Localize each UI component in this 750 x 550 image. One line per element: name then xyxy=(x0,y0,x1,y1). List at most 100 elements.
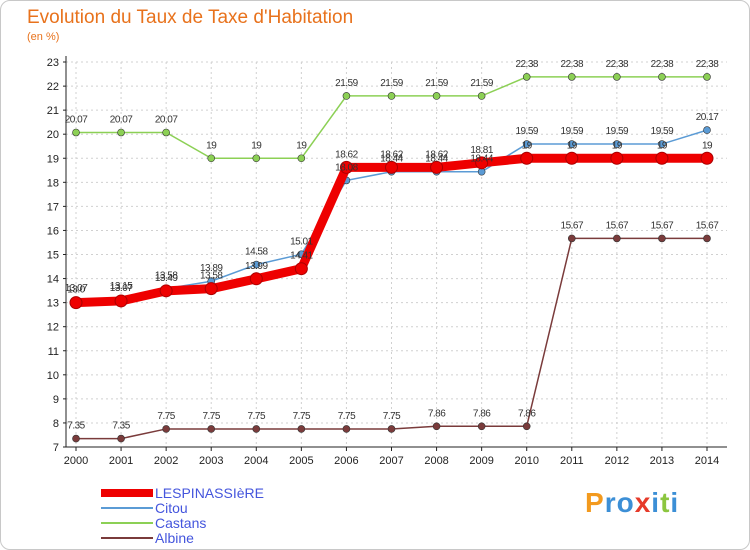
data-label-citou: 19.59 xyxy=(515,126,538,137)
point-castans xyxy=(387,92,396,100)
x-tick-label: 2013 xyxy=(650,455,674,467)
point-lespinassire xyxy=(700,151,714,165)
legend-item-citou: Citou xyxy=(101,499,264,516)
point-albine xyxy=(567,234,576,243)
data-label-citou: 20.17 xyxy=(696,112,719,123)
data-label-citou: 15.01 xyxy=(290,236,313,247)
data-label-citou: 18.08 xyxy=(335,162,358,173)
y-tick-label: 10 xyxy=(47,370,59,382)
data-label-castans: 19 xyxy=(296,140,307,151)
data-label-lespinassire: 13.99 xyxy=(245,261,268,272)
data-label-castans: 19 xyxy=(251,140,262,151)
point-albine xyxy=(207,425,216,433)
x-tick-label: 2011 xyxy=(560,455,584,467)
point-castans xyxy=(567,73,576,81)
data-label-lespinassire: 13.07 xyxy=(110,283,133,294)
point-citou xyxy=(703,126,711,134)
y-tick-label: 9 xyxy=(53,394,59,406)
data-label-castans: 22.38 xyxy=(515,59,538,70)
x-tick-label: 2007 xyxy=(379,455,403,467)
data-label-citou: 18.44 xyxy=(380,154,403,165)
point-albine xyxy=(387,425,396,433)
data-label-albine: 15.67 xyxy=(651,220,674,231)
logo-letter: x xyxy=(634,487,652,518)
data-label-albine: 7.35 xyxy=(67,421,85,432)
data-label-citou: 18.44 xyxy=(425,154,448,165)
data-label-citou: 13.58 xyxy=(155,271,178,282)
legend-label: LESPINASSIèRE xyxy=(155,484,264,501)
point-albine xyxy=(162,425,170,433)
point-lespinassire xyxy=(565,151,579,165)
x-tick-label: 2003 xyxy=(199,455,223,467)
logo-letter: i xyxy=(651,487,661,518)
data-label-albine: 7.75 xyxy=(202,411,220,422)
data-label-lespinassire: 19 xyxy=(567,140,578,151)
point-lespinassire xyxy=(655,151,669,165)
point-castans xyxy=(72,128,80,137)
legend-label: Castans xyxy=(155,514,207,531)
point-castans xyxy=(117,128,125,137)
y-tick-label: 7 xyxy=(53,442,59,454)
point-lespinassire xyxy=(69,296,83,310)
point-citou xyxy=(567,140,576,148)
data-label-lespinassire: 18.81 xyxy=(470,145,493,156)
point-citou xyxy=(522,140,531,148)
y-tick-label: 11 xyxy=(48,346,59,358)
y-tick-label: 23 xyxy=(47,57,59,69)
y-tick-label: 17 xyxy=(47,201,59,213)
point-albine xyxy=(703,234,711,243)
x-tick-label: 2009 xyxy=(469,455,493,467)
data-label-castans: 22.38 xyxy=(696,59,719,70)
legend-label: Albine xyxy=(155,529,194,546)
point-albine xyxy=(522,422,531,431)
point-albine xyxy=(432,422,441,431)
data-label-lespinassire: 18.62 xyxy=(335,149,358,160)
chart-unit: (en %) xyxy=(27,31,60,43)
data-label-albine: 7.86 xyxy=(473,408,491,419)
data-label-albine: 7.75 xyxy=(248,411,266,422)
point-lespinassire xyxy=(249,272,263,286)
data-label-castans: 21.59 xyxy=(380,78,403,89)
point-castans xyxy=(432,92,441,100)
y-tick-label: 14 xyxy=(47,274,59,286)
legend-swatch xyxy=(101,506,153,509)
data-label-lespinassire: 19 xyxy=(522,140,533,151)
data-label-castans: 21.59 xyxy=(335,78,358,89)
point-castans xyxy=(162,128,170,137)
point-albine xyxy=(72,434,80,443)
data-label-lespinassire: 13.49 xyxy=(155,273,178,284)
data-label-castans: 22.38 xyxy=(606,59,629,70)
data-label-lespinassire: 13.0 xyxy=(67,285,85,296)
data-label-citou: 13.07 xyxy=(65,283,88,294)
point-lespinassire xyxy=(294,262,308,276)
data-label-citou: 13.15 xyxy=(110,281,133,292)
point-lespinassire xyxy=(385,160,398,174)
data-label-lespinassire: 13.58 xyxy=(200,271,223,282)
y-tick-label: 22 xyxy=(47,81,59,93)
y-tick-label: 18 xyxy=(47,177,59,189)
y-tick-label: 15 xyxy=(47,250,59,262)
data-label-lespinassire: 19 xyxy=(657,140,668,151)
data-label-citou: 13.89 xyxy=(200,263,223,274)
point-lespinassire xyxy=(114,294,128,308)
legend-item-castans: Castans xyxy=(101,514,264,531)
data-label-citou: 14.58 xyxy=(245,247,268,258)
y-tick-label: 19 xyxy=(47,153,59,165)
data-label-albine: 7.75 xyxy=(157,411,175,422)
legend-label: Citou xyxy=(155,499,188,516)
data-label-albine: 15.67 xyxy=(606,220,629,231)
y-tick-label: 20 xyxy=(47,129,59,141)
point-lespinassire xyxy=(339,160,353,174)
point-castans xyxy=(703,73,711,81)
x-tick-label: 2012 xyxy=(605,455,629,467)
data-label-albine: 7.86 xyxy=(428,408,446,419)
x-tick-label: 2010 xyxy=(514,455,538,467)
data-label-citou: 19.59 xyxy=(606,126,629,137)
x-tick-label: 2004 xyxy=(244,455,268,467)
data-label-castans: 20.07 xyxy=(65,115,88,126)
data-label-citou: 19.59 xyxy=(651,126,674,137)
data-label-lespinassire: 14.41 xyxy=(290,251,313,262)
logo-letter: o xyxy=(616,487,635,518)
chart-title: Evolution du Taux de Taxe d'Habitation xyxy=(27,7,354,28)
point-lespinassire xyxy=(159,284,173,298)
